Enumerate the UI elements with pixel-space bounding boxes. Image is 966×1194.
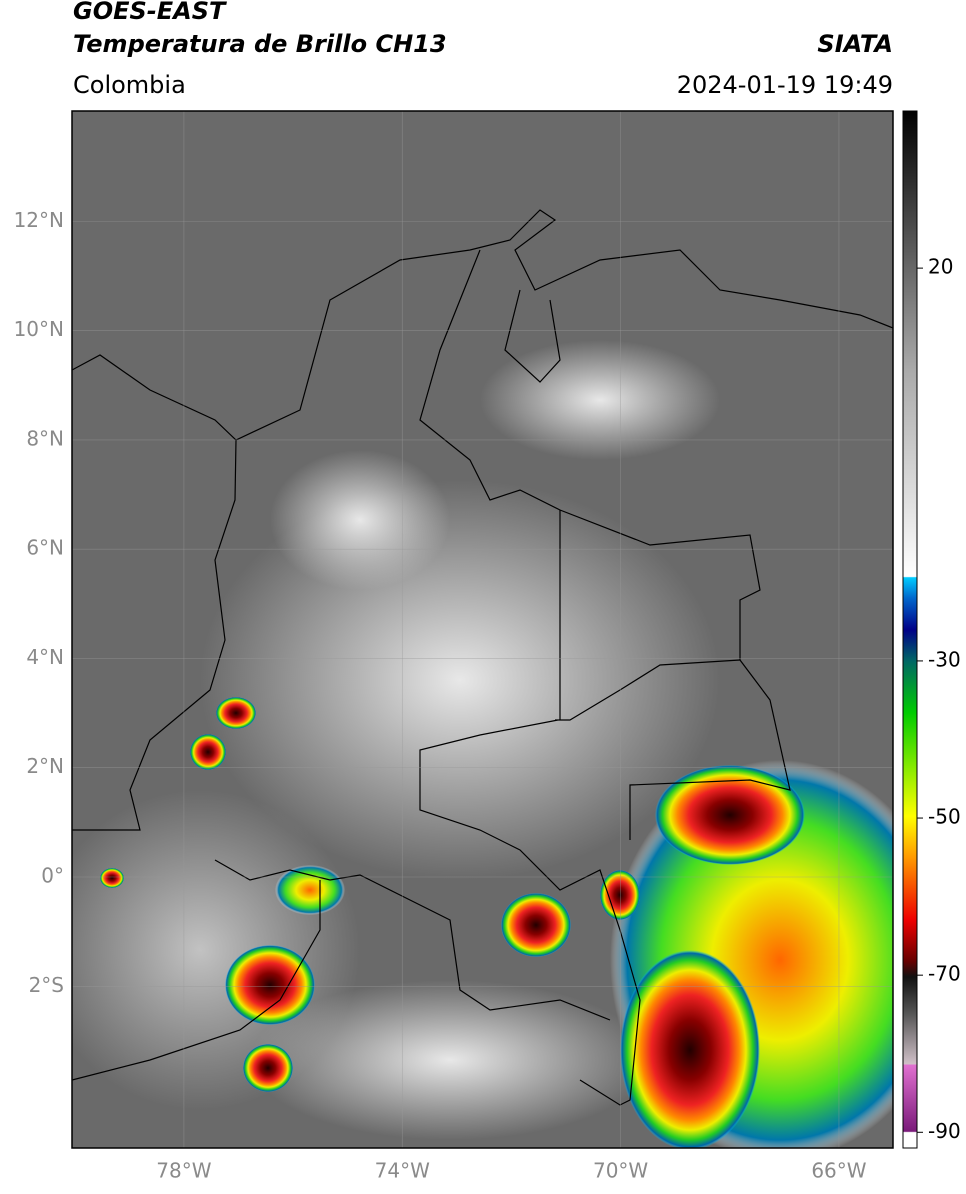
colorbar-label: -90	[928, 1119, 961, 1143]
lat-label: 4°N	[26, 645, 64, 669]
storm	[620, 950, 760, 1148]
storm	[655, 765, 805, 865]
colorbar-label: -70	[928, 962, 961, 986]
datetime: 2024-01-19 19:49	[677, 71, 893, 99]
lat-label: 6°N	[26, 536, 64, 560]
satellite: GOES-EAST	[73, 0, 227, 25]
storm	[501, 893, 571, 957]
lat-label: 0°	[41, 864, 64, 888]
lon-label: 78°W	[156, 1159, 211, 1183]
cloud	[480, 340, 720, 460]
lat-label: 2°S	[29, 973, 64, 997]
lon-label: 70°W	[593, 1159, 648, 1183]
map-frame	[71, 110, 894, 1149]
cloud	[270, 450, 450, 590]
storm	[600, 870, 640, 920]
storm	[225, 945, 315, 1025]
colorbar	[902, 110, 918, 1149]
colorbar-label: -30	[928, 647, 961, 671]
storm	[190, 734, 226, 770]
source: SIATA	[817, 30, 893, 58]
boundaries	[72, 209, 893, 1106]
lon-label: 66°W	[811, 1159, 866, 1183]
storm	[216, 697, 256, 729]
convection	[275, 865, 345, 915]
cloud	[250, 980, 650, 1140]
lat-label: 12°N	[14, 208, 64, 232]
lat-label: 10°N	[14, 317, 64, 341]
storm	[100, 868, 124, 888]
colorbar-label: 20	[928, 255, 953, 279]
product: Temperatura de Brillo CH13	[73, 30, 447, 58]
colorbar-label: -50	[928, 805, 961, 829]
lat-label: 2°N	[26, 754, 64, 778]
lat-label: 8°N	[26, 426, 64, 450]
storm	[243, 1044, 293, 1092]
lon-label: 74°W	[375, 1159, 430, 1183]
map-image	[72, 111, 893, 1148]
region: Colombia	[73, 71, 186, 99]
